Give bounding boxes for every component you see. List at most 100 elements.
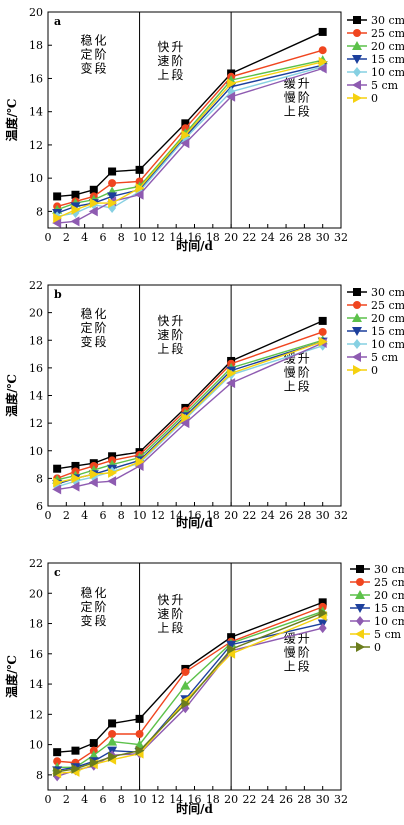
data-point	[318, 336, 328, 347]
data-point	[318, 56, 328, 67]
data-point	[134, 189, 144, 200]
data-point	[317, 63, 327, 74]
data-point	[227, 78, 237, 89]
y-tick-label: 10	[29, 172, 43, 185]
legend-marker	[356, 642, 365, 652]
data-point	[88, 477, 98, 488]
data-point	[70, 202, 81, 212]
data-point	[53, 477, 63, 488]
legend-marker	[355, 590, 365, 599]
phase-label: 快速上升阶段	[157, 593, 183, 635]
x-tick-label: 24	[261, 793, 275, 806]
x-tick-label: 22	[242, 231, 256, 244]
data-point	[180, 680, 191, 690]
data-point	[88, 206, 98, 217]
data-point	[318, 327, 327, 336]
x-tick-label: 20	[224, 509, 238, 522]
data-point	[108, 452, 117, 461]
legend-label: 15 cm	[374, 602, 404, 615]
legend-marker	[353, 67, 361, 77]
data-point	[134, 739, 145, 749]
data-point	[318, 607, 328, 618]
series-line	[56, 61, 323, 219]
x-tick-label: 0	[45, 793, 52, 806]
x-tick-label: 0	[45, 509, 52, 522]
y-tick-label: 16	[29, 362, 43, 375]
data-point	[71, 461, 80, 470]
legend-label: 25 cm	[371, 299, 404, 312]
data-point	[227, 644, 237, 655]
data-point	[135, 165, 144, 174]
data-point	[181, 129, 191, 140]
y-tick-label: 14	[29, 390, 43, 403]
x-tick-label: 12	[151, 231, 165, 244]
x-tick-label: 10	[133, 231, 147, 244]
data-point	[53, 757, 62, 766]
data-point	[107, 736, 118, 746]
data-point	[71, 763, 81, 774]
data-point	[89, 739, 98, 748]
legend-marker	[353, 29, 361, 37]
y-tick-label: 10	[29, 445, 43, 458]
x-tick-label: 22	[242, 509, 256, 522]
y-tick-label: 12	[29, 139, 43, 152]
legend-marker	[355, 629, 364, 639]
data-point	[227, 368, 237, 379]
legend-label: 10 cm	[371, 66, 404, 79]
legend-label: 0	[374, 641, 381, 654]
data-point	[89, 469, 99, 480]
data-point	[53, 766, 63, 777]
chart-panel-c: 0 2 4 6 8 10 12 14 16 18 20 22 24 26 28 30 3281012141618…	[4, 557, 404, 816]
phase-label: 稳定变化阶段	[80, 306, 106, 349]
y-tick-label: 20	[29, 307, 43, 320]
panel-label: c	[54, 566, 61, 579]
legend-label: 20 cm	[371, 312, 404, 325]
x-tick-label: 16	[188, 231, 202, 244]
x-tick-label: 20	[224, 231, 238, 244]
legend-marker	[355, 604, 365, 613]
legend-label: 20 cm	[374, 589, 404, 602]
data-point	[70, 216, 80, 227]
x-tick-label: 8	[118, 793, 125, 806]
chart-panel-a: 0 2 4 6 8 10 12 14 16 18 20 22 24 26 28 30 3281012141618…	[4, 6, 404, 253]
data-point	[108, 751, 118, 762]
legend-label: 10 cm	[374, 615, 404, 628]
data-point	[135, 456, 145, 467]
phase-label: 快速上升阶段	[157, 314, 183, 356]
y-tick-label: 12	[29, 708, 43, 721]
legend-marker	[352, 327, 362, 336]
data-point	[181, 119, 190, 128]
data-point	[53, 464, 62, 473]
data-point	[53, 748, 62, 757]
x-tick-label: 32	[334, 793, 348, 806]
x-tick-label: 2	[63, 231, 70, 244]
x-tick-label: 28	[297, 509, 311, 522]
data-point	[71, 204, 81, 215]
x-tick-label: 24	[261, 509, 275, 522]
x-tick-label: 4	[81, 793, 88, 806]
data-point	[181, 667, 190, 676]
y-tick-label: 20	[29, 6, 43, 19]
x-tick-label: 26	[279, 509, 293, 522]
series-5cm	[52, 338, 327, 495]
data-point	[181, 412, 191, 423]
legend-label: 0	[371, 364, 378, 377]
series-0	[53, 336, 328, 488]
data-point	[108, 719, 117, 728]
y-tick-label: 22	[29, 557, 43, 570]
x-tick-label: 30	[316, 231, 330, 244]
y-tick-label: 8	[36, 472, 43, 485]
legend-label: 15 cm	[371, 53, 404, 66]
x-tick-label: 10	[133, 509, 147, 522]
data-point	[226, 91, 236, 102]
data-point	[53, 213, 63, 224]
x-axis-label: 时间/d	[176, 515, 213, 530]
x-tick-label: 12	[151, 509, 165, 522]
x-tick-label: 32	[334, 509, 348, 522]
phase-label: 快速上升阶段	[157, 40, 183, 82]
series-0	[53, 56, 328, 224]
y-tick-label: 8	[36, 769, 43, 782]
data-point	[108, 179, 117, 188]
